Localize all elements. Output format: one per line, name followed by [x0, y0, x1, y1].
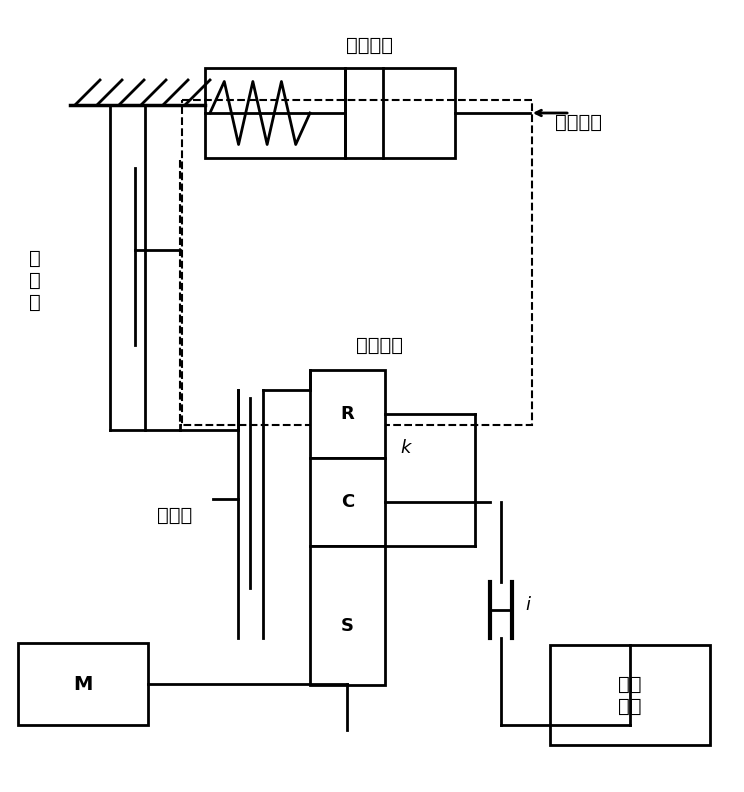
Bar [205, 68, 345, 158]
Bar [345, 68, 455, 158]
Text: C: C [341, 493, 354, 512]
Bar [182, 100, 532, 425]
Text: R: R [341, 405, 354, 423]
Text: i: i [525, 596, 530, 614]
Text: 离合器: 离合器 [158, 505, 193, 524]
Bar [310, 546, 385, 685]
Bar [310, 370, 385, 459]
Text: k: k [400, 440, 411, 457]
Text: 单行星排: 单行星排 [356, 336, 403, 355]
Bar [310, 459, 385, 546]
Bar [550, 645, 710, 745]
Text: M: M [74, 675, 93, 694]
Text: 制
动
器: 制 动 器 [29, 249, 41, 311]
Text: 高压流体: 高压流体 [555, 112, 602, 131]
Text: S: S [341, 617, 354, 634]
Text: 主减
速器: 主减 速器 [618, 675, 642, 715]
Bar [18, 643, 148, 725]
Text: 液压油缸: 液压油缸 [347, 36, 394, 55]
